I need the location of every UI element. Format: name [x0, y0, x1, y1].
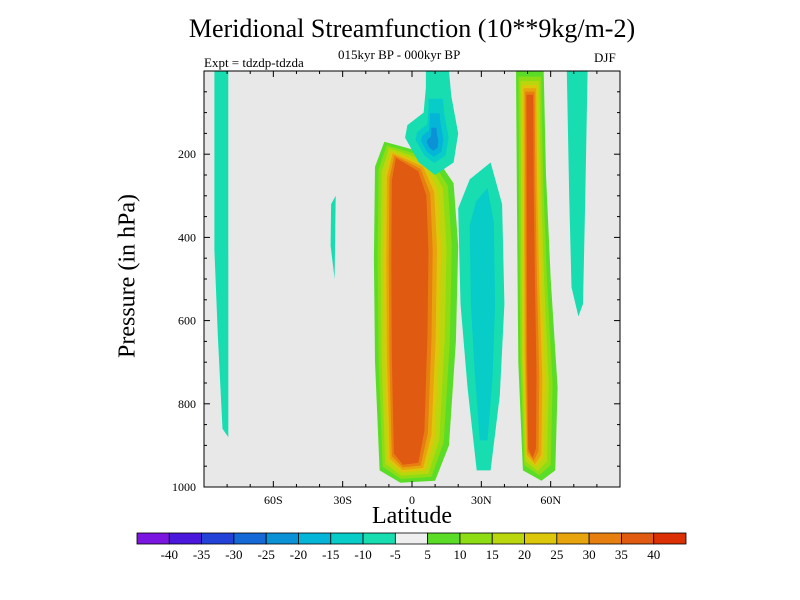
experiment-label: Expt = tdzdp-tdzda — [204, 55, 304, 70]
colorbar-swatch — [362, 532, 396, 545]
colorbar-swatch — [265, 532, 299, 545]
colorbar-label: 30 — [583, 547, 596, 562]
hadley-sh-level-6 — [391, 158, 429, 465]
colorbar-swatch — [201, 532, 235, 545]
colorbar-swatch — [588, 532, 622, 545]
nh-polar-strip — [566, 71, 588, 317]
nh-positive-band-level-6 — [526, 94, 537, 458]
colorbar-swatch — [621, 532, 655, 545]
colorbar-swatch — [459, 532, 493, 545]
y-tick-label: 200 — [178, 147, 196, 161]
colorbar-swatch — [491, 532, 525, 545]
midlat-sh-strip — [330, 195, 336, 279]
colorbar-swatch — [427, 532, 461, 545]
x-tick-label: 0 — [409, 493, 415, 507]
colorbar-label: 20 — [518, 547, 531, 562]
y-tick-label: 400 — [178, 230, 196, 244]
colorbar-label: -35 — [193, 547, 210, 562]
colorbar-swatch — [136, 532, 170, 545]
x-tick-label: 30S — [333, 493, 352, 507]
x-axis-label: Latitude — [372, 503, 452, 529]
x-tick-label: 30N — [471, 493, 492, 507]
colorbar-label: -15 — [322, 547, 339, 562]
colorbar-label: 35 — [615, 547, 628, 562]
colorbar-swatch — [524, 532, 558, 545]
colorbar-swatch — [653, 532, 687, 545]
hadley-nh-neg-level-1 — [469, 188, 496, 441]
colorbar-swatch — [168, 532, 202, 545]
colorbar-label: -10 — [354, 547, 371, 562]
colorbar-label: -5 — [390, 547, 401, 562]
x-tick-label: 60N — [540, 493, 561, 507]
upper-neg-cell-level-3 — [426, 127, 439, 151]
colorbar-label: 25 — [550, 547, 563, 562]
colorbar-swatch — [233, 532, 267, 545]
colorbar-label: -30 — [225, 547, 242, 562]
colorbar-label: 10 — [453, 547, 466, 562]
y-tick-label: 800 — [178, 397, 196, 411]
y-tick-label: 1000 — [172, 480, 196, 494]
colorbar-swatch — [330, 532, 364, 545]
sh-polar-cell — [214, 71, 229, 438]
x-tick-label: 60S — [264, 493, 283, 507]
season-label: DJF — [594, 50, 616, 65]
colorbar-label: 40 — [647, 547, 660, 562]
chart-subtitle: 015kyr BP - 000kyr BP — [338, 47, 461, 62]
colorbar-label: 15 — [486, 547, 499, 562]
colorbar-label: -20 — [290, 547, 307, 562]
chart-title: Meridional Streamfunction (10**9kg/m-2) — [188, 14, 636, 43]
colorbar-swatch — [556, 532, 590, 545]
colorbar-label: -40 — [161, 547, 178, 562]
colorbar-swatch — [298, 532, 332, 545]
y-tick-label: 600 — [178, 314, 196, 328]
colorbar-label: -25 — [258, 547, 275, 562]
colorbar-label: 5 — [424, 547, 431, 562]
colorbar-swatch — [394, 532, 429, 545]
